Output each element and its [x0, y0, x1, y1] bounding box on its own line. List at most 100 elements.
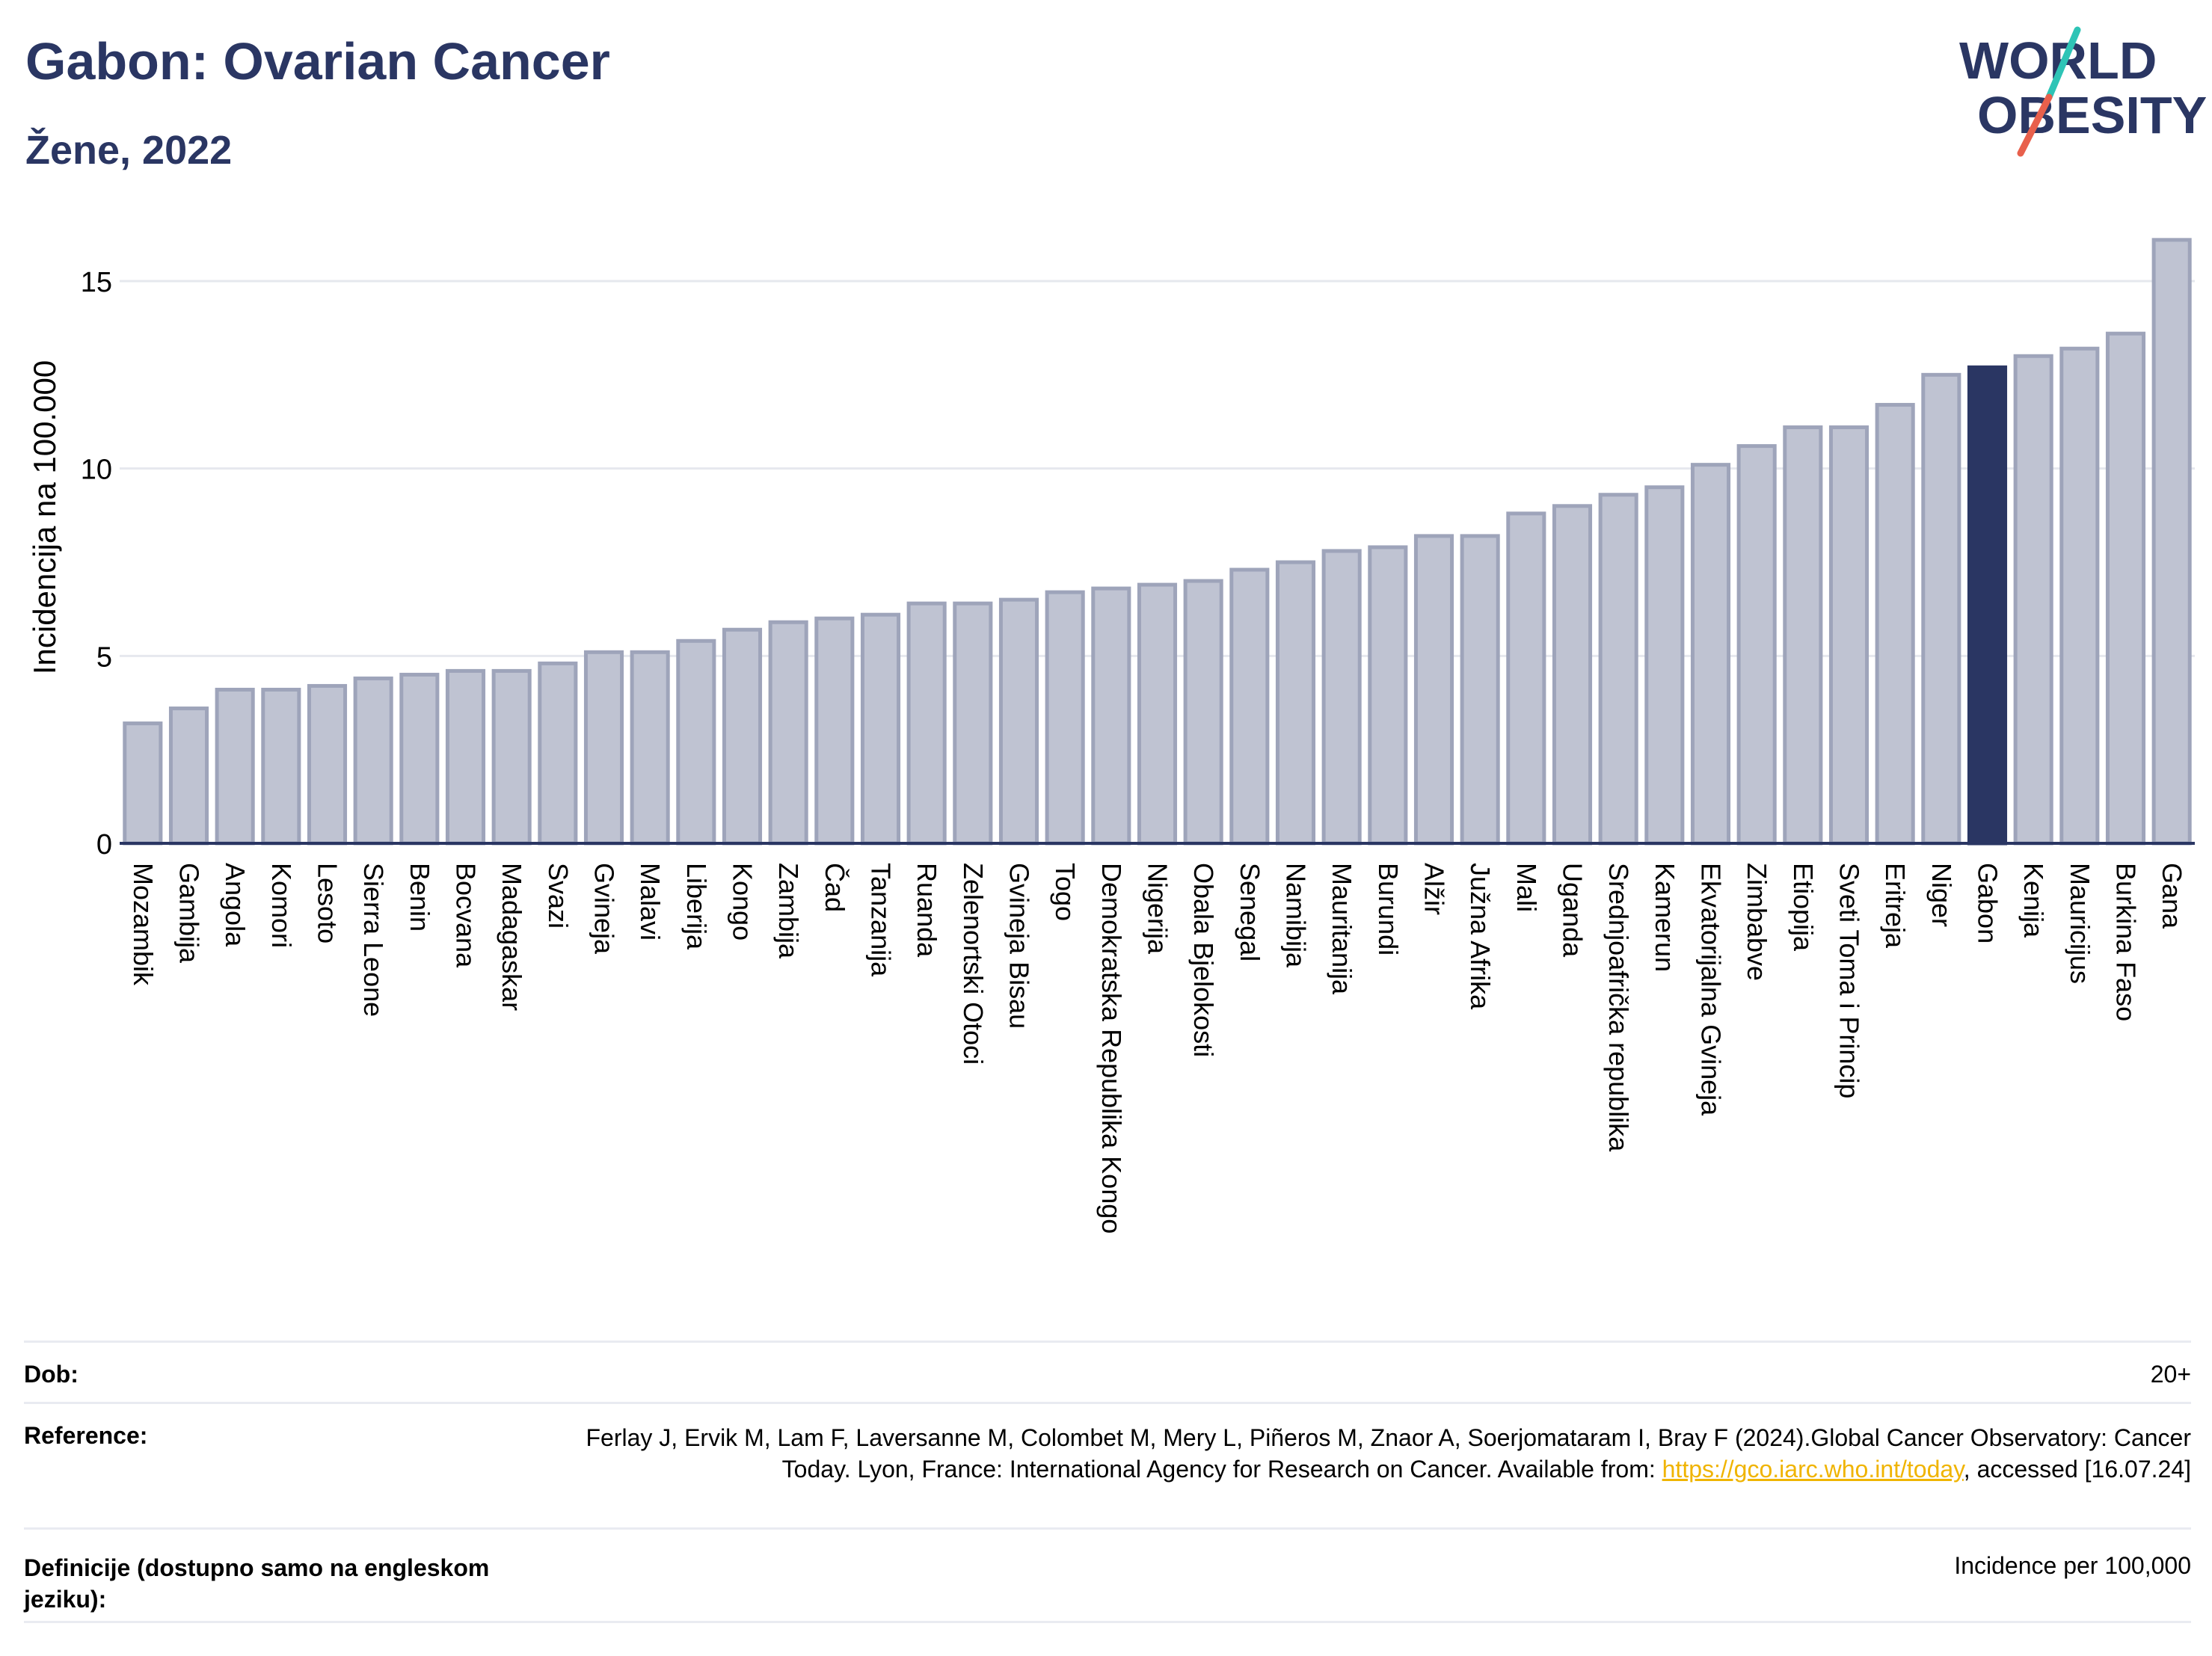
reference-text-after: , accessed [16.07.24]	[1963, 1456, 2191, 1483]
x-tick-label: Angola	[220, 863, 251, 947]
bar-gabon[interactable]	[1967, 365, 2008, 846]
x-tick-label: Malavi	[635, 863, 666, 941]
bar-gvineja[interactable]	[583, 650, 624, 846]
x-tick-label: Lesoto	[313, 863, 343, 944]
x-tick-label: Burundi	[1373, 863, 1404, 955]
x-tick-label: Alžir	[1419, 863, 1450, 915]
x-tick-label: Etiopija	[1788, 863, 1819, 952]
x-tick-label: Liberija	[681, 863, 712, 950]
y-axis-ticks: 0 5 10 15	[81, 267, 112, 861]
x-tick-label: Senegal	[1235, 863, 1265, 961]
x-tick-label: Mali	[1511, 863, 1542, 912]
y-tick-label: 0	[96, 829, 112, 861]
bar-srednjoafri-ka-republika[interactable]	[1598, 493, 1638, 846]
bar-tanzanija[interactable]	[860, 612, 901, 846]
x-tick-label: Benin	[405, 863, 435, 932]
bar-niger[interactable]	[1921, 372, 1961, 846]
x-tick-label: Mauricijus	[2065, 863, 2095, 984]
x-tick-label: Niger	[1926, 863, 1957, 927]
bar-demokratska-republika-kongo[interactable]	[1091, 586, 1131, 846]
bar-ekvatorijalna-gvineja[interactable]	[1690, 463, 1731, 846]
footer-row-definitions: Definicije (dostupno samo na engleskom j…	[24, 1527, 2191, 1623]
bar-madagaskar[interactable]	[491, 668, 532, 846]
x-tick-label: Zimbabve	[1742, 863, 1772, 981]
reference-text: Ferlay J, Ervik M, Lam F, Laversanne M, …	[576, 1422, 2191, 1485]
logo-text-obesity: OBESITY	[1977, 86, 2206, 144]
bar-gana[interactable]	[2151, 238, 2192, 846]
y-tick-label: 10	[81, 455, 112, 486]
bar-senegal[interactable]	[1229, 567, 1270, 846]
bar-namibija[interactable]	[1275, 560, 1316, 846]
x-tick-label: Sierra Leone	[358, 863, 389, 1017]
bar-al-ir[interactable]	[1413, 534, 1454, 846]
x-tick-label: Togo	[1050, 863, 1081, 921]
x-tick-label: Burkina Faso	[2111, 863, 2142, 1021]
bar-burkina-faso[interactable]	[2105, 331, 2146, 846]
bar-benin[interactable]	[399, 672, 440, 846]
bar-malavi[interactable]	[630, 650, 670, 846]
bar-ruanda[interactable]	[906, 601, 947, 846]
x-tick-label: Sveti Toma i Princip	[1834, 863, 1865, 1098]
age-value: 20+	[2150, 1361, 2191, 1388]
x-tick-label: Gambija	[174, 863, 205, 964]
bar-obala-bjelokosti[interactable]	[1183, 579, 1223, 846]
logo-slash-top	[2045, 26, 2081, 101]
logo-slash-bottom	[2017, 93, 2053, 157]
bar-lesoto[interactable]	[307, 683, 348, 846]
x-tick-label: Srednjoafrička republika	[1603, 863, 1634, 1152]
bar-sveti-toma-i-princip[interactable]	[1828, 425, 1870, 846]
bars	[123, 238, 2192, 846]
bar-kamerun[interactable]	[1644, 485, 1685, 846]
footer-row-reference: Reference: Ferlay J, Ervik M, Lam F, Lav…	[24, 1402, 2191, 1527]
x-tick-label: Zelenortski Otoci	[958, 863, 989, 1065]
bar-eritreja[interactable]	[1875, 402, 1915, 846]
bar-zimbabve[interactable]	[1736, 444, 1777, 846]
x-tick-label: Gvineja	[589, 863, 620, 955]
world-obesity-logo: WORLD OBESITY	[1959, 26, 2206, 157]
bar-svazi[interactable]	[538, 661, 578, 846]
bar-etiopija[interactable]	[1783, 425, 1823, 846]
bar-gvineja-bisau[interactable]	[998, 597, 1039, 846]
definitions-value: Incidence per 100,000	[1954, 1552, 2191, 1579]
x-tick-label: Čad	[820, 863, 850, 912]
bar-togo[interactable]	[1045, 590, 1085, 846]
reference-link[interactable]: https://gco.iarc.who.int/today	[1662, 1456, 1964, 1483]
bar-mali[interactable]	[1506, 511, 1546, 846]
bar-bocvana[interactable]	[445, 668, 486, 846]
bar-zambija[interactable]	[768, 620, 808, 846]
definitions-label: Definicije (dostupno samo na engleskom j…	[24, 1554, 490, 1613]
bar-kongo[interactable]	[722, 627, 763, 846]
x-tick-label: Nigerija	[1143, 863, 1173, 955]
bar-nigerija[interactable]	[1137, 582, 1178, 846]
x-tick-label: Kenija	[2018, 863, 2049, 938]
bar-mauricijus[interactable]	[2059, 346, 2100, 846]
bar-sierra-leone[interactable]	[353, 676, 393, 846]
bar-komori[interactable]	[261, 687, 301, 846]
page-subtitle: Žene, 2022	[25, 128, 233, 173]
bar-chart: 0 5 10 15 Mozambik Gambija Angola Komori Lesoto…	[27, 238, 2195, 1234]
bar-liberija[interactable]	[676, 638, 716, 846]
x-tick-label: Eritreja	[1880, 863, 1911, 949]
bar-zelenortski-otoci[interactable]	[953, 601, 993, 846]
bar-gambija[interactable]	[168, 707, 209, 846]
bar-kenija[interactable]	[2013, 354, 2053, 846]
bar-ju-na-afrika[interactable]	[1460, 534, 1500, 846]
x-tick-label: Uganda	[1558, 863, 1588, 958]
y-tick-label: 15	[81, 267, 112, 298]
bar-mozambik[interactable]	[123, 721, 163, 846]
x-axis-labels: Mozambik Gambija Angola Komori Lesoto Sierra …	[128, 863, 2187, 1234]
x-tick-label: Gvineja Bisau	[1004, 863, 1035, 1029]
bar-uganda[interactable]	[1552, 504, 1593, 846]
bar-angola[interactable]	[215, 687, 255, 846]
x-tick-label: Mauritanija	[1327, 863, 1357, 995]
reference-text-before: Ferlay J, Ervik M, Lam F, Laversanne M, …	[586, 1424, 2191, 1483]
x-tick-label: Zambija	[773, 863, 804, 959]
bar-burundi[interactable]	[1368, 545, 1408, 846]
x-tick-label: Madagaskar	[497, 863, 527, 1011]
footer-row-age: Dob: 20+	[24, 1341, 2191, 1402]
x-tick-label: Ekvatorijalna Gvineja	[1696, 863, 1727, 1116]
chart-footer: Dob: 20+ Reference: Ferlay J, Ervik M, L…	[24, 1341, 2191, 1623]
bar--ad[interactable]	[814, 616, 855, 846]
bar-mauritanija[interactable]	[1321, 549, 1362, 846]
x-tick-label: Namibija	[1281, 863, 1312, 968]
